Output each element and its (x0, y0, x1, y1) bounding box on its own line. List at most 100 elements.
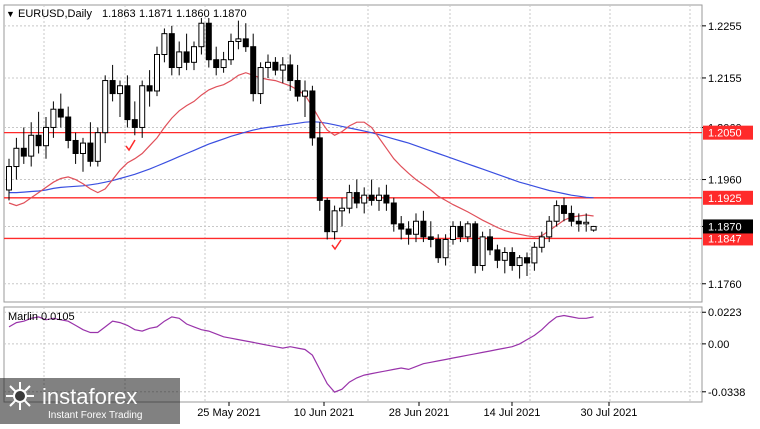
indicator-tick-label: -0.0338 (708, 387, 745, 399)
current-price-box (703, 219, 753, 234)
price-tick-label: 1.2155 (708, 73, 742, 85)
candlesticks (6, 18, 597, 279)
ohlc-high: 1.1871 (139, 8, 173, 20)
candle-bull (538, 236, 545, 248)
candle-bull (442, 238, 449, 259)
candle-bull (191, 46, 197, 63)
candle-bull (176, 51, 183, 69)
candle-bear (146, 85, 153, 92)
dropdown-triangle-icon[interactable]: ▼ (6, 9, 15, 19)
candle-bull (346, 192, 353, 209)
candle-bear (205, 22, 212, 61)
time-tick-label: 30 Jul 2021 (581, 407, 638, 419)
watermark-brand: instaforex (42, 384, 137, 409)
candle-bull (154, 54, 160, 92)
time-axis: 25 May 2021 10 Jun 2021 28 Jun 2021 14 Jul … (197, 402, 637, 419)
candle-bear (287, 64, 294, 82)
candle-bear (561, 205, 567, 214)
ohlc-close: 1.1870 (213, 8, 247, 20)
candle-bear (487, 236, 493, 251)
candle-bear (390, 202, 397, 225)
price-tick-label: 1.1760 (708, 279, 742, 291)
candle-bear (398, 223, 405, 230)
price-tick-label: 1.2255 (708, 21, 742, 33)
candle-bull (94, 132, 101, 162)
candle-bear (20, 147, 27, 157)
candle-bull (117, 85, 123, 95)
candle-bull (516, 257, 523, 267)
candle-bull (464, 223, 471, 238)
time-tick-label: 25 May 2021 (197, 407, 261, 419)
price-tick-label: 1.1960 (708, 175, 742, 187)
candle-bull (102, 80, 109, 134)
candle-bear (405, 228, 412, 235)
candle-bear (72, 139, 79, 154)
candle-bull (302, 90, 308, 97)
ohlc-open: 1.1863 (102, 8, 136, 20)
candle-bear (368, 194, 375, 201)
candle-bear (568, 212, 575, 222)
level-label: 1.1847 (708, 233, 742, 245)
candle-bull (50, 108, 57, 128)
candle-bear (168, 33, 175, 69)
ma-slow-line (9, 121, 594, 199)
candle-bull (6, 166, 12, 191)
candle-bear (494, 249, 501, 261)
candle-bull (139, 85, 146, 128)
candle-bear (427, 236, 434, 240)
candle-bull (235, 38, 242, 42)
candle-bull (413, 220, 419, 235)
candle-bull (479, 236, 486, 267)
level-label-box (703, 231, 753, 246)
candle-bull (198, 22, 205, 48)
candle-bear (124, 85, 131, 121)
time-tick-label: 14 Jul 2021 (484, 407, 541, 419)
candle-bull (590, 225, 597, 231)
level-label: 1.2050 (708, 128, 742, 140)
candle-bull (161, 33, 168, 55)
symbol-timeframe: EURUSD,Daily (18, 8, 92, 20)
time-tick-label: 10 Jun 2021 (294, 407, 355, 419)
indicator-axis: 0.0223 0.00 -0.0338 (702, 307, 745, 399)
indicator-tick-label: 0.00 (708, 339, 729, 351)
candle-bear (272, 61, 279, 71)
main-panel[interactable] (3, 4, 703, 303)
candle-bear (183, 51, 190, 63)
candle-bull (228, 40, 234, 61)
candle-bull (553, 205, 560, 222)
candle-bear (250, 46, 257, 95)
candle-bull (339, 207, 345, 212)
candle-bull (546, 220, 553, 238)
candle-bull (220, 59, 227, 69)
candle-bull (13, 147, 20, 168)
candle-bull (501, 252, 508, 261)
candle-bull (257, 67, 264, 95)
candle-bear (420, 220, 427, 238)
candle-bear (472, 223, 479, 267)
current-price-label: 1.1870 (708, 221, 742, 233)
indicator-label: Marlin 0.0105 (8, 311, 75, 323)
oscillator-line (8, 314, 594, 393)
moving-averages (8, 72, 594, 238)
candle-bull (279, 64, 286, 71)
candle-bull (583, 221, 590, 225)
candle-bull (331, 210, 338, 233)
candle-bear (242, 38, 249, 48)
candle-bear (35, 134, 42, 147)
instaforex-logo-icon (6, 382, 34, 410)
watermark-logo: instaforex Instant Forex Trading (0, 378, 180, 424)
candle-bear (575, 220, 582, 225)
candle-bull (531, 246, 538, 264)
candle-bear (57, 108, 64, 118)
checkmark-icon (125, 139, 136, 152)
candle-bear (316, 137, 323, 201)
candle-bear (309, 90, 316, 139)
candle-bear (509, 252, 516, 267)
level-label: 1.1925 (708, 193, 742, 205)
candle-bear (353, 192, 360, 204)
indicator-tick-label: 0.0223 (708, 307, 742, 319)
candle-bear (213, 59, 220, 69)
candle-bull (450, 225, 456, 240)
